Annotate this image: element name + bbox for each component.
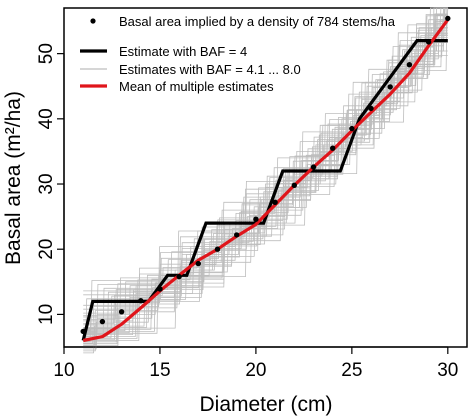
multiple-estimate-line	[83, 55, 448, 334]
multiple-estimate-line	[83, 33, 448, 346]
multiple-estimate-line	[83, 23, 448, 330]
data-point	[406, 61, 413, 68]
baf4-estimate-line	[81, 39, 448, 341]
x-tick-label: 15	[149, 360, 170, 381]
data-point	[272, 199, 278, 205]
data-point	[80, 328, 86, 335]
x-tick-label: 25	[341, 360, 362, 381]
legend: Basal area implied by a density of 784 s…	[80, 14, 396, 94]
data-point	[425, 39, 432, 45]
data-point	[330, 145, 336, 151]
multiple-estimate-line	[83, 18, 448, 329]
implied-basal-area-points	[80, 15, 451, 335]
data-point	[214, 246, 221, 252]
multiple-estimate-line	[83, 35, 448, 337]
legend-label-mean: Mean of multiple estimates	[119, 79, 274, 94]
y-tick-label: 40	[36, 108, 57, 129]
data-point	[368, 105, 374, 112]
x-axis-title: Diameter (cm)	[199, 393, 332, 416]
data-point	[310, 164, 317, 170]
data-point	[157, 286, 163, 292]
data-point	[445, 15, 451, 22]
data-point	[349, 125, 355, 132]
multiple-estimate-line	[83, 41, 448, 332]
mean-line-path	[82, 18, 450, 343]
x-tick-label: 10	[53, 360, 74, 381]
data-point	[176, 273, 182, 280]
mean-estimate-line	[82, 18, 450, 343]
y-tick-label: 30	[36, 173, 57, 194]
y-tick-label: 50	[36, 43, 57, 64]
multiple-estimate-line	[83, 27, 448, 330]
data-point	[253, 216, 259, 222]
data-point	[138, 298, 144, 304]
data-point	[291, 182, 297, 188]
x-tick-label: 30	[437, 360, 458, 381]
y-tick-label: 20	[36, 239, 57, 260]
data-point	[234, 232, 240, 238]
y-tick-label: 10	[36, 304, 57, 325]
legend-label-points: Basal area implied by a density of 784 s…	[119, 14, 396, 29]
baf4-step-line	[81, 39, 448, 341]
x-axis: 10 15 20 25 30	[53, 346, 458, 381]
y-axis-title: Basal area (m²/ha)	[2, 91, 25, 265]
multiple-estimate-line	[83, 20, 448, 345]
legend-label-multiple: Estimates with BAF = 4.1 ... 8.0	[119, 62, 301, 77]
legend-point-symbol	[90, 18, 96, 24]
x-tick-label: 20	[245, 360, 266, 381]
data-point	[195, 260, 201, 267]
multiple-estimate-line	[83, 42, 448, 350]
data-point	[99, 318, 106, 325]
legend-label-baf4: Estimate with BAF = 4	[119, 44, 247, 59]
data-point	[118, 309, 125, 315]
data-point	[387, 84, 393, 90]
multiple-estimate-line	[83, 14, 448, 328]
y-axis: 10 20 30 40 50	[36, 43, 65, 325]
multiple-estimate-line	[83, 36, 448, 332]
